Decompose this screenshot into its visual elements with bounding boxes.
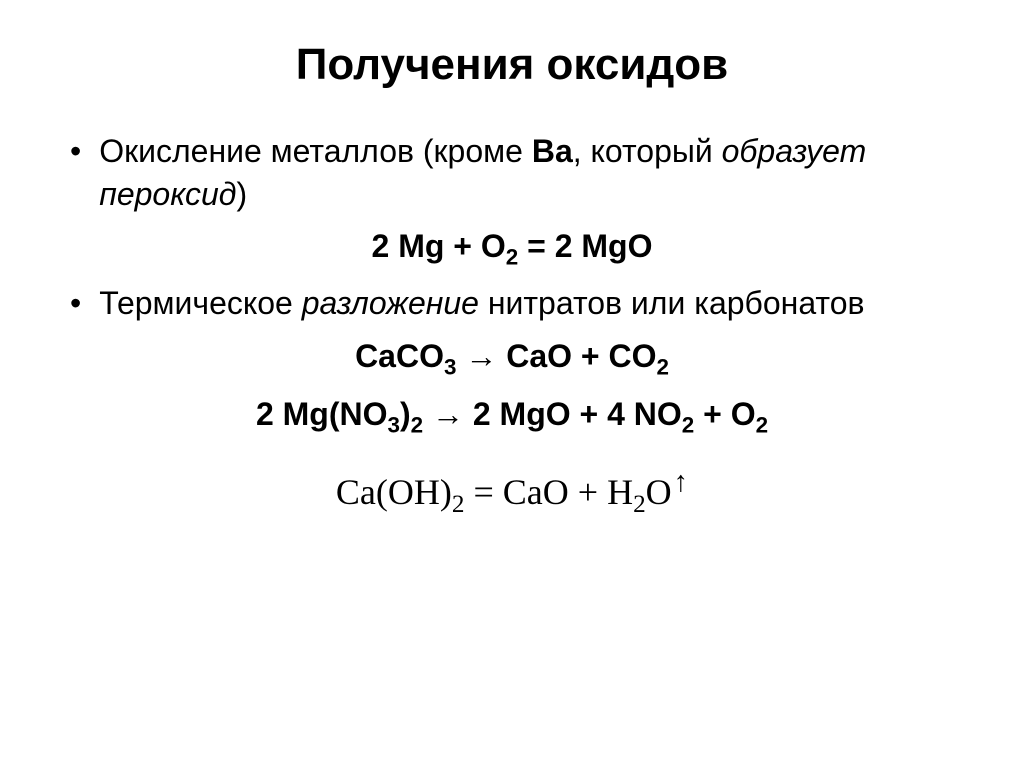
eq-text: =	[464, 472, 502, 512]
bullet-1-text: Окисление металлов (кроме Ва, который об…	[99, 130, 964, 216]
text-part: Термическое	[99, 285, 302, 321]
text-bold: Ва	[532, 133, 573, 169]
arrow-icon: →	[423, 396, 473, 432]
eq-sub: 3	[388, 412, 400, 437]
eq-sub: 2	[411, 412, 423, 437]
eq-text: 2 Mg + O	[372, 228, 506, 264]
list-item: • Термическое разложение нитратов или ка…	[60, 282, 964, 518]
slide-title: Получения оксидов	[60, 40, 964, 90]
up-arrow-icon: ↑	[674, 466, 688, 498]
arrow-icon: →	[456, 338, 506, 374]
eq-text: 2 MgO + 4 NO	[473, 396, 682, 432]
bullet-dot: •	[70, 282, 81, 325]
eq-text: CaO + CO	[506, 338, 656, 374]
bullet-2-text: Термическое разложение нитратов или карб…	[99, 282, 964, 325]
list-item: • Окисление металлов (кроме Ва, который …	[60, 130, 964, 274]
eq-sub: 2	[506, 245, 518, 270]
eq-sub: 2	[656, 354, 668, 379]
equation-3: 2 Mg(NO3)2 → 2 MgO + 4 NO2 + O2	[60, 390, 964, 442]
eq-text: Ca(OH)	[336, 472, 452, 512]
text-part: нитратов или карбонатов	[479, 285, 865, 321]
eq-sub: 2	[452, 491, 465, 518]
bullet-dot: •	[70, 130, 81, 173]
text-part: )	[236, 176, 247, 212]
equation-1: 2 Mg + O2 = 2 MgO	[60, 222, 964, 274]
text-part: , который	[573, 133, 722, 169]
bullet-1: • Окисление металлов (кроме Ва, который …	[60, 130, 964, 216]
equation-2: CaCO3 → CaO + CO2	[60, 332, 964, 384]
eq-text: O	[646, 472, 672, 512]
eq-text: 2 Mg(NO	[256, 396, 388, 432]
bullet-list: • Окисление металлов (кроме Ва, который …	[60, 130, 964, 519]
equation-4: Ca(OH)2 = CaO + H2O↑	[60, 466, 964, 519]
eq-sub: 2	[682, 412, 694, 437]
eq-text: CaO + H	[503, 472, 633, 512]
eq-text: + O	[694, 396, 755, 432]
bullet-2: • Термическое разложение нитратов или ка…	[60, 282, 964, 325]
eq-sub: 2	[756, 412, 768, 437]
eq-text: CaCO	[355, 338, 444, 374]
eq-text: = 2 MgO	[518, 228, 652, 264]
text-part: Окисление металлов (кроме	[99, 133, 532, 169]
eq-text: )	[400, 396, 411, 432]
eq-sub: 3	[444, 354, 456, 379]
eq-sub: 2	[633, 491, 646, 518]
text-italic: разложение	[302, 285, 479, 321]
